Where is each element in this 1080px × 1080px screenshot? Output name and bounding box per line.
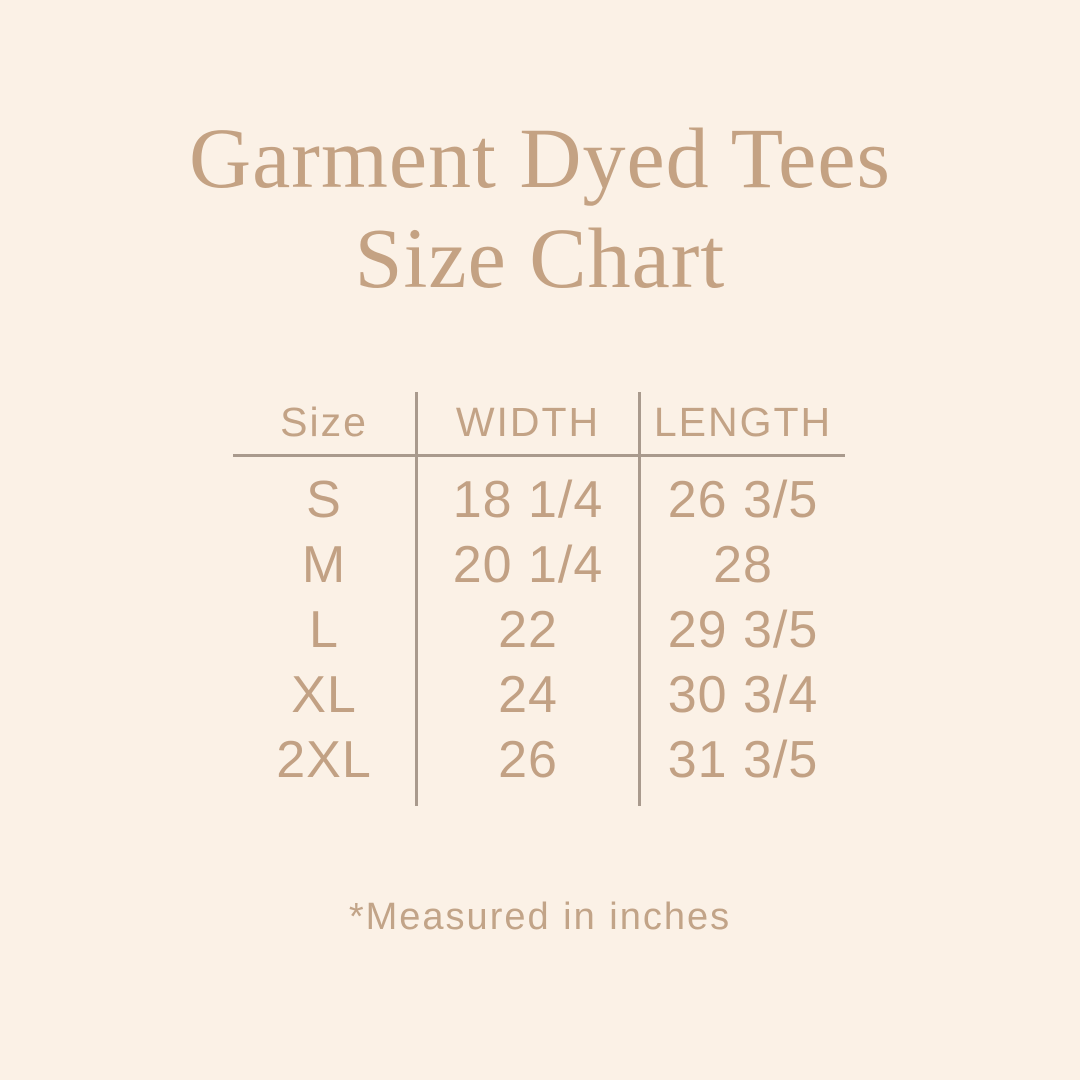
table-body: S 18 1/4 26 3/5 M 20 1/4 28 L 22 29 3/5 … — [233, 457, 845, 792]
length-cell: 29 3/5 — [667, 600, 819, 659]
size-cell: 2XL — [276, 730, 372, 789]
table-row-xl: XL 24 30 3/4 — [233, 662, 845, 727]
length-cell: 28 — [713, 535, 773, 594]
length-cell: 30 3/4 — [667, 665, 819, 724]
width-cell: 20 1/4 — [452, 535, 604, 594]
width-cell: 18 1/4 — [452, 470, 604, 529]
width-cell: 26 — [498, 730, 558, 789]
width-cell: 22 — [498, 600, 558, 659]
table-row-s: S 18 1/4 26 3/5 — [233, 467, 845, 532]
title-line-2: Size Chart — [354, 210, 726, 306]
header-underline — [233, 454, 845, 457]
title-line-1: Garment Dyed Tees — [189, 110, 891, 206]
column-header-size: Size — [280, 398, 368, 445]
page-title: Garment Dyed Tees Size Chart — [0, 108, 1080, 308]
size-cell: S — [306, 470, 342, 529]
measured-in-inches-note: *Measured in inches — [348, 896, 732, 938]
size-cell: L — [309, 600, 339, 659]
size-cell: M — [301, 535, 347, 594]
size-chart-table: Size WIDTH LENGTH S 18 1/4 26 3/5 M 20 1… — [233, 392, 845, 806]
column-divider-width-length — [638, 392, 641, 806]
column-header-length: LENGTH — [653, 398, 833, 445]
length-cell: 26 3/5 — [667, 470, 819, 529]
table-row-l: L 22 29 3/5 — [233, 597, 845, 662]
table-row-m: M 20 1/4 28 — [233, 532, 845, 597]
width-cell: 24 — [498, 665, 558, 724]
length-cell: 31 3/5 — [667, 730, 819, 789]
table-row-2xl: 2XL 26 31 3/5 — [233, 727, 845, 792]
size-cell: XL — [291, 665, 357, 724]
column-header-width: WIDTH — [455, 398, 601, 445]
column-divider-size-width — [415, 392, 418, 806]
table-header-row: Size WIDTH LENGTH — [233, 392, 845, 452]
